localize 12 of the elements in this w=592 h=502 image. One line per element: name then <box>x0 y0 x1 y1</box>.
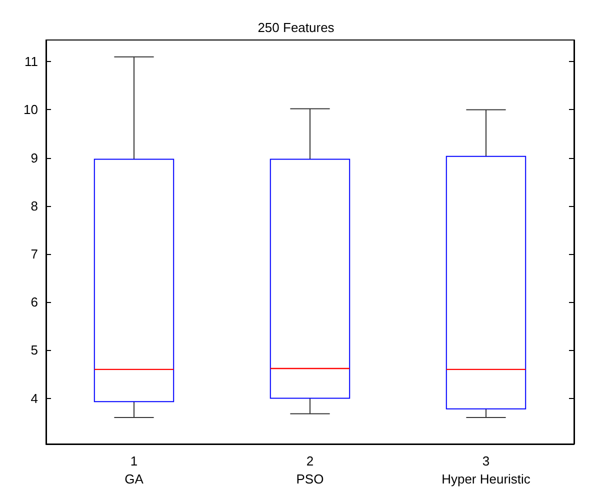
y-tick-label: 8 <box>30 198 38 214</box>
y-tick-label: 10 <box>24 102 38 118</box>
y-tick-label: 11 <box>24 54 38 70</box>
y-tick-label: 7 <box>30 246 38 262</box>
y-tick-label: 4 <box>30 390 38 406</box>
y-tick-label: 5 <box>30 342 38 358</box>
x-tick-label: 2 PSO <box>296 454 324 486</box>
x-tick-label: 3 Hyper Heuristic <box>442 454 531 486</box>
chart-title: 250 Features <box>258 20 335 35</box>
x-tick-label: 1 GA <box>124 454 144 486</box>
y-tick-label: 9 <box>30 150 38 166</box>
y-tick-label: 6 <box>30 294 38 310</box>
